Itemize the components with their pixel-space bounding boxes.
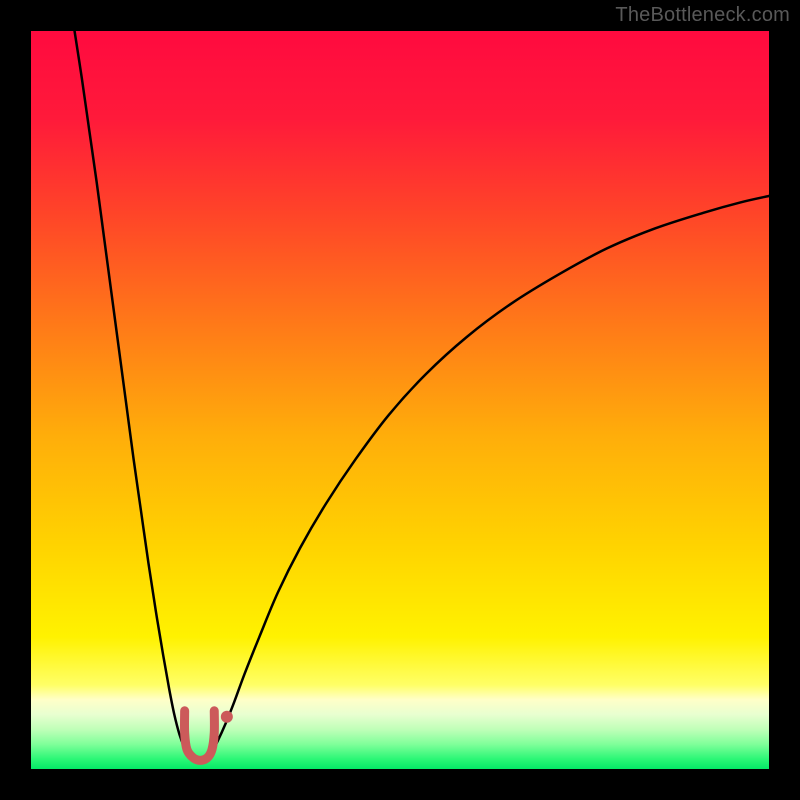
marker-shoulder_dot (221, 711, 233, 723)
plot-svg (0, 0, 800, 800)
stage: TheBottleneck.com (0, 0, 800, 800)
watermark-text: TheBottleneck.com (615, 4, 790, 27)
